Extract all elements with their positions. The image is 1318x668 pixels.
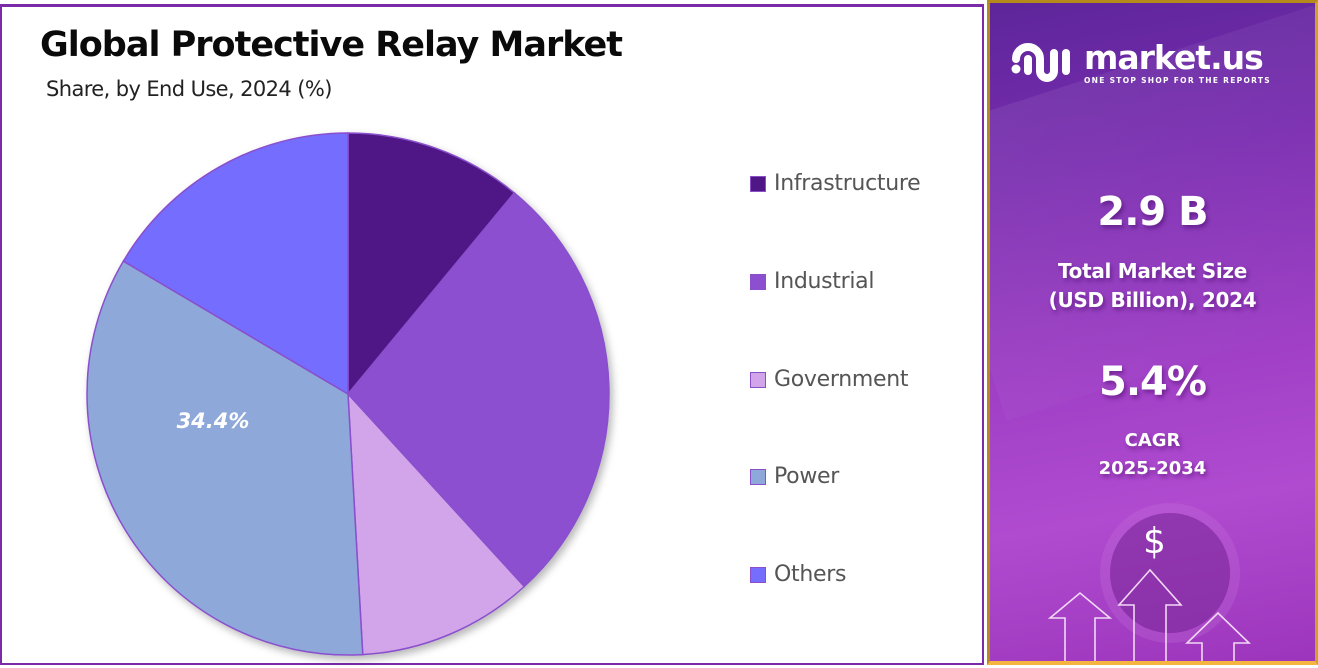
chart-panel: Global Protective Relay Market Share, by… bbox=[0, 4, 984, 665]
legend-label: Others bbox=[774, 562, 847, 587]
legend-swatch-icon bbox=[750, 566, 766, 583]
coin-graphic bbox=[1110, 513, 1230, 633]
legend-item-infrastructure[interactable]: Infrastructure bbox=[750, 171, 921, 196]
cagr-label-line1: CAGR bbox=[1124, 430, 1181, 451]
brand-name: market.us bbox=[1084, 38, 1264, 77]
chart-subtitle: Share, by End Use, 2024 (%) bbox=[46, 77, 332, 101]
legend-item-government[interactable]: Government bbox=[750, 367, 909, 392]
pie-slice-infrastructure[interactable] bbox=[347, 132, 516, 397]
legend-item-industrial[interactable]: Industrial bbox=[750, 269, 874, 294]
cagr-value: 5.4% bbox=[1099, 359, 1207, 405]
market-size-label-line1: Total Market Size bbox=[1057, 259, 1248, 283]
pie-svg: 34.4% bbox=[86, 132, 610, 656]
market-size-label-line2: (USD Billion), 2024 bbox=[1048, 288, 1257, 312]
market-size-value: 2.9 B bbox=[1097, 189, 1208, 235]
legend-swatch-icon bbox=[750, 273, 766, 290]
legend-swatch-icon bbox=[750, 371, 766, 388]
pie-chart: 34.4% bbox=[80, 127, 620, 667]
brand-tagline: ONE STOP SHOP FOR THE REPORTS bbox=[1084, 76, 1271, 85]
pie-slice-industrial[interactable] bbox=[347, 191, 610, 588]
chart-title: Global Protective Relay Market bbox=[40, 25, 623, 65]
brand-logo[interactable]: market.us ONE STOP SHOP FOR THE REPORTS bbox=[1010, 41, 1271, 89]
data-label-power: 34.4% bbox=[177, 409, 250, 433]
legend-label: Power bbox=[774, 464, 840, 489]
summary-panel: market.us ONE STOP SHOP FOR THE REPORTS … bbox=[987, 0, 1318, 665]
legend-label: Industrial bbox=[774, 269, 875, 294]
market-us-logo-icon bbox=[1011, 43, 1070, 82]
pie-slice-power[interactable] bbox=[86, 260, 364, 656]
legend-label: Infrastructure bbox=[774, 171, 921, 196]
pie-slice-others[interactable] bbox=[122, 132, 349, 396]
pie-slice-government[interactable] bbox=[347, 391, 526, 656]
legend-swatch-icon bbox=[750, 468, 766, 485]
growth-arrows-icon bbox=[1047, 568, 1251, 661]
legend-item-power[interactable]: Power bbox=[750, 464, 839, 489]
dollar-icon: $ bbox=[1143, 521, 1166, 562]
legend-label: Government bbox=[774, 367, 909, 392]
legend-item-others[interactable]: Others bbox=[750, 562, 846, 587]
legend-swatch-icon bbox=[750, 175, 766, 192]
cagr-label-line2: 2025-2034 bbox=[1098, 458, 1207, 479]
